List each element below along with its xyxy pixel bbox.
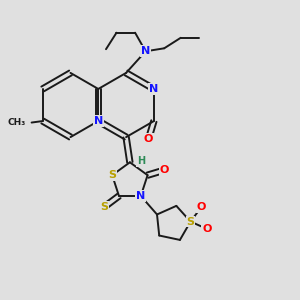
Text: N: N: [149, 84, 158, 94]
Text: N: N: [141, 46, 150, 56]
Text: O: O: [202, 224, 212, 234]
Text: S: S: [100, 202, 108, 212]
Text: N: N: [136, 191, 146, 201]
Text: S: S: [108, 170, 116, 180]
Text: O: O: [196, 202, 206, 212]
Text: CH₃: CH₃: [8, 118, 26, 127]
Text: O: O: [160, 165, 169, 175]
Text: O: O: [144, 134, 153, 144]
Text: S: S: [187, 217, 194, 226]
Text: N: N: [94, 116, 103, 126]
Text: H: H: [137, 156, 145, 166]
